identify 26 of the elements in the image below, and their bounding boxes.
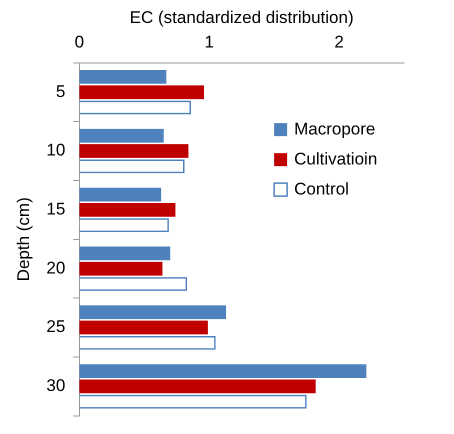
bar [79,380,316,394]
bar [79,144,188,158]
y-tick-label: 5 [56,82,66,101]
bar [79,246,170,260]
bar [79,262,162,276]
y-tick-label: 20 [46,258,66,278]
y-tick-label: 10 [46,140,66,160]
bar [79,188,162,202]
x-tick-label: 2 [334,32,344,52]
bar [79,203,176,217]
y-tick-label: 25 [46,317,66,336]
bar [79,70,166,84]
legend-label: Control [294,179,349,198]
x-tick-label: 0 [74,32,84,52]
legend-label: Macropore [294,119,376,138]
y-axis-title: Depth (cm) [14,197,33,282]
x-tick-label: 1 [204,32,214,52]
bar [79,305,226,320]
y-tick-label: 30 [46,376,66,396]
bar [79,364,366,378]
bar [79,128,164,143]
legend-label: Cultivatioin [294,149,378,168]
y-tick-label: 15 [46,200,66,219]
bar [79,85,204,100]
x-axis-title: EC (standardized distribution) [130,8,354,27]
bar [79,320,208,334]
